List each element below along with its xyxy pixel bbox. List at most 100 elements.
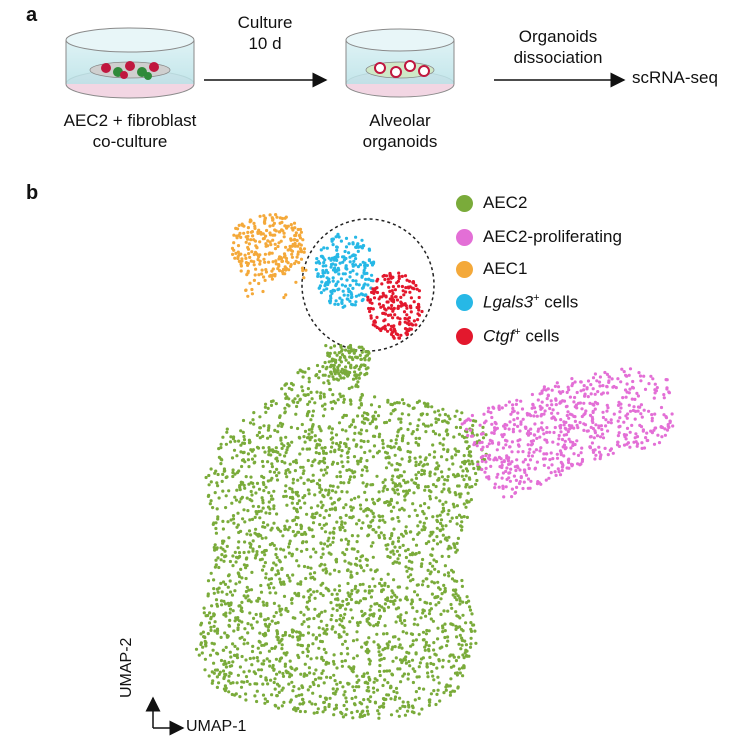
aec2-point (214, 563, 218, 567)
aec2-proliferating-point (516, 424, 520, 428)
aec2-point (464, 467, 468, 471)
aec2-point (323, 609, 327, 613)
aec2-point (382, 486, 386, 490)
aec2-proliferating-point (544, 478, 548, 482)
aec2-point (397, 417, 401, 421)
aec2-point (237, 540, 241, 544)
ctgf-point (377, 327, 382, 331)
aec2-point (311, 691, 315, 695)
aec2-point (278, 657, 282, 661)
aec2-point (245, 556, 249, 560)
aec2-point (438, 499, 442, 503)
aec2-proliferating-point (583, 423, 588, 427)
aec2-proliferating-point (605, 403, 609, 407)
aec2-point (418, 520, 422, 524)
aec1-point (302, 250, 306, 254)
aec2-proliferating-point (564, 446, 568, 450)
aec2-point (449, 602, 453, 607)
aec2-proliferating-point (552, 430, 556, 435)
aec2-point (434, 653, 438, 657)
aec2-proliferating-point (630, 385, 635, 389)
aec2-point (370, 420, 374, 424)
aec2-point (318, 513, 322, 518)
aec2-proliferating-point (466, 417, 470, 421)
aec2-point (371, 555, 375, 559)
aec2-point (255, 481, 260, 485)
aec2-point (411, 577, 415, 582)
aec2-point (377, 405, 381, 409)
aec2-point (299, 580, 303, 584)
aec2-point (436, 418, 441, 422)
aec2-point (267, 449, 271, 453)
aec2-point (318, 633, 322, 637)
aec2-point (275, 467, 279, 471)
aec2-point (219, 546, 223, 550)
aec2-point (217, 681, 221, 685)
aec2-point (400, 621, 404, 625)
lgals3-point (336, 302, 340, 306)
aec2-point (210, 604, 214, 608)
aec2-point (376, 414, 381, 418)
aec2-proliferating-point (653, 412, 657, 416)
aec2-point (359, 555, 363, 559)
lgals3-point (361, 260, 365, 264)
aec2-point (349, 505, 353, 509)
aec2-point (295, 404, 299, 409)
aec2-proliferating-point (570, 377, 574, 381)
aec2-point (294, 694, 298, 698)
ctgf-point (390, 289, 394, 293)
aec1-point (271, 267, 275, 271)
aec2-point (230, 664, 234, 668)
aec2-proliferating-point (665, 428, 670, 432)
aec2-point (397, 645, 401, 649)
step-dissociation-line1: Organoids (518, 27, 598, 46)
aec2-point (420, 468, 424, 472)
lgals3-point (331, 243, 335, 247)
aec2-point (271, 448, 275, 452)
aec2-point (288, 539, 292, 543)
aec2-point (272, 601, 276, 606)
aec2-point (224, 614, 228, 618)
aec2-proliferating-point (515, 458, 519, 462)
aec1-point (304, 268, 308, 272)
aec2-point (229, 671, 233, 676)
aec2-point (420, 583, 425, 587)
aec1-point (263, 278, 267, 282)
aec2-point (452, 689, 457, 693)
aec2-point (356, 414, 360, 418)
aec2-proliferating-point (565, 390, 569, 394)
aec1-point (289, 223, 293, 227)
aec2-proliferating-point (560, 437, 565, 442)
aec2-point (426, 675, 430, 679)
aec1-point (282, 295, 286, 300)
aec2-point (357, 367, 361, 371)
aec2-proliferating-point (469, 434, 474, 438)
aec1-point (284, 245, 288, 249)
aec2-point (425, 628, 429, 633)
lgals3-point (334, 235, 338, 239)
aec2-point (303, 501, 307, 505)
aec2-point (454, 627, 458, 632)
aec2-point (228, 607, 233, 611)
aec2-point (459, 647, 463, 651)
aec2-proliferating-point (565, 413, 569, 418)
aec2-point (306, 649, 310, 654)
aec2-point (238, 665, 242, 669)
aec2-point (214, 469, 218, 473)
aec2-point (448, 417, 452, 421)
aec2-point (220, 553, 224, 557)
aec2-point (276, 706, 281, 710)
aec2-proliferating-point (530, 442, 535, 446)
aec2-point (333, 568, 337, 572)
aec2-point (377, 646, 381, 650)
aec2-point (355, 674, 359, 678)
aec2-proliferating-point (523, 458, 528, 462)
aec2-point (390, 532, 394, 536)
aec2-point (300, 693, 304, 697)
aec2-proliferating-point (617, 400, 621, 404)
ctgf-point (380, 295, 384, 299)
aec2-proliferating-point (638, 423, 642, 427)
aec2-point (356, 380, 360, 384)
aec2-point (291, 630, 295, 634)
aec2-point (305, 673, 309, 677)
